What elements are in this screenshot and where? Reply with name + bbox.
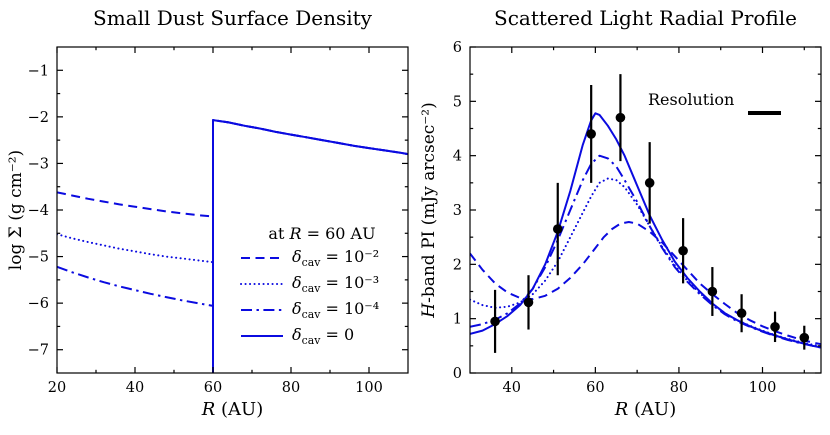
legend-header: at R = 60 AU bbox=[268, 224, 376, 243]
data-point bbox=[552, 224, 563, 234]
svg-text:−2: −2 bbox=[28, 110, 49, 126]
svg-text:80: 80 bbox=[670, 380, 688, 396]
legend-item: δcav = 0 bbox=[240, 323, 404, 349]
legend-item-label: δcav = 10⁻³ bbox=[292, 272, 380, 296]
svg-text:−7: −7 bbox=[28, 343, 49, 359]
small-dust-curve-solid bbox=[212, 119, 408, 373]
svg-text:40: 40 bbox=[126, 380, 144, 396]
data-point bbox=[678, 245, 688, 256]
svg-text:−4: −4 bbox=[28, 203, 49, 219]
svg-text:3: 3 bbox=[453, 203, 462, 219]
right-y-axis-label-var: H bbox=[419, 302, 439, 318]
right-x-axis-label: R (AU) bbox=[470, 399, 821, 420]
svg-text:80: 80 bbox=[282, 380, 300, 396]
left-x-axis-label-unit: (AU) bbox=[215, 399, 264, 420]
left-x-axis-label: R (AU) bbox=[57, 399, 408, 420]
scattered-light-tick-labels: 40 60 80 100 0 1 2 3 4 5 6 bbox=[453, 40, 777, 396]
scattered-light-data-points bbox=[490, 74, 810, 353]
legend-item-label: δcav = 10⁻⁴ bbox=[292, 298, 380, 322]
right-x-axis-label-var: R bbox=[614, 399, 629, 420]
small-dust-ticks bbox=[56, 47, 408, 373]
legend-item-label: δcav = 10⁻² bbox=[292, 246, 380, 270]
svg-text:−3: −3 bbox=[28, 156, 49, 172]
svg-text:−1: −1 bbox=[28, 63, 49, 79]
legend: at R = 60 AU δcav = 10⁻² δcav = 10⁻³ δcav … bbox=[240, 224, 404, 349]
data-point bbox=[799, 332, 810, 343]
small-dust-curve-dotted bbox=[57, 119, 408, 264]
data-point bbox=[523, 297, 534, 308]
data-point bbox=[736, 308, 747, 319]
scattered-light-curve-dashed bbox=[470, 221, 821, 346]
data-point bbox=[770, 322, 780, 332]
legend-line-sample-dotted bbox=[240, 283, 284, 285]
left-x-axis-label-var: R bbox=[201, 399, 216, 420]
legend-item: δcav = 10⁻³ bbox=[240, 271, 404, 297]
data-point bbox=[586, 129, 596, 139]
svg-text:100: 100 bbox=[749, 380, 777, 396]
legend-line-sample-dashed bbox=[241, 257, 283, 259]
svg-text:1: 1 bbox=[453, 312, 462, 328]
legend-item: δcav = 10⁻⁴ bbox=[240, 297, 404, 323]
data-point bbox=[615, 112, 626, 123]
left-chart-title: Small Dust Surface Density bbox=[93, 6, 372, 30]
legend-item-label: δcav = 0 bbox=[292, 324, 355, 348]
svg-text:20: 20 bbox=[48, 380, 66, 396]
scattered-light-curves bbox=[470, 112, 821, 349]
svg-text:−6: −6 bbox=[28, 296, 49, 312]
small-dust-curve-dashed bbox=[57, 119, 408, 218]
right-chart-title: Scattered Light Radial Profile bbox=[494, 6, 797, 30]
data-point bbox=[644, 178, 655, 188]
svg-text:6: 6 bbox=[453, 40, 462, 56]
scattered-light-curve-solid bbox=[470, 112, 821, 349]
left-y-axis-label-text: log Σ (g cm⁻²) bbox=[6, 149, 26, 271]
resolution-label: Resolution bbox=[648, 90, 735, 109]
svg-text:100: 100 bbox=[355, 380, 383, 396]
right-y-axis-label-unit: -band PI (mJy arcsec⁻²) bbox=[419, 102, 439, 303]
small-dust-curves bbox=[57, 119, 408, 373]
small-dust-tick-labels: 20 40 60 80 100 −7 −6 −5 −4 −3 −2 −1 bbox=[28, 63, 383, 396]
data-point bbox=[490, 316, 500, 327]
svg-text:40: 40 bbox=[503, 380, 521, 396]
legend-item: δcav = 10⁻² bbox=[240, 245, 404, 271]
svg-text:4: 4 bbox=[453, 149, 462, 165]
resolution-legend: Resolution bbox=[648, 90, 798, 115]
svg-text:60: 60 bbox=[586, 380, 604, 396]
svg-text:−5: −5 bbox=[28, 250, 49, 266]
scattered-light-ticks bbox=[470, 46, 821, 374]
right-x-axis-label-unit: (AU) bbox=[628, 399, 677, 420]
svg-text:60: 60 bbox=[204, 380, 222, 396]
svg-text:5: 5 bbox=[453, 94, 462, 110]
resolution-bar-icon bbox=[748, 111, 781, 115]
svg-text:2: 2 bbox=[453, 257, 462, 273]
legend-line-sample-solid bbox=[241, 335, 283, 337]
scattered-light-curve-dotted bbox=[470, 177, 821, 348]
svg-text:0: 0 bbox=[453, 366, 462, 382]
data-point bbox=[707, 286, 718, 297]
legend-line-sample-dashdot bbox=[241, 309, 283, 311]
